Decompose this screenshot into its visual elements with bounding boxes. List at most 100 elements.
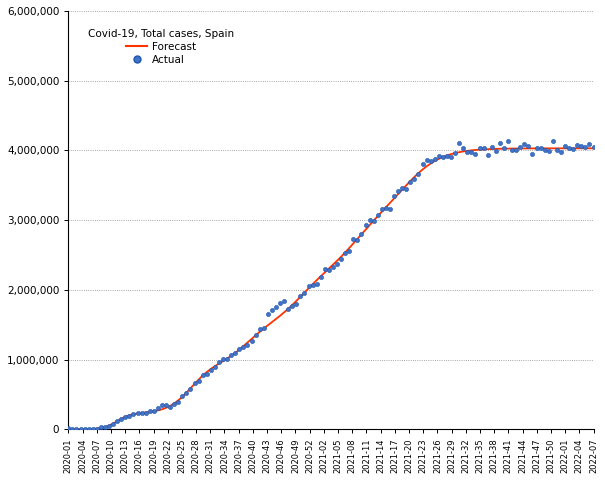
Point — [459, 144, 468, 152]
Point — [523, 142, 533, 150]
Point — [214, 358, 224, 366]
Point — [405, 178, 415, 186]
Point — [198, 371, 208, 379]
Point — [108, 420, 118, 428]
Point — [267, 306, 276, 314]
Point — [113, 417, 122, 425]
Point — [186, 385, 195, 393]
Point — [287, 301, 297, 309]
Point — [560, 142, 570, 149]
Point — [259, 324, 269, 332]
Point — [116, 415, 126, 423]
Point — [190, 379, 200, 387]
Point — [373, 211, 382, 219]
Point — [520, 140, 529, 148]
Point — [222, 355, 232, 363]
Point — [169, 400, 179, 408]
Point — [397, 184, 407, 192]
Point — [251, 331, 261, 338]
Point — [479, 144, 488, 152]
Point — [137, 409, 146, 417]
Point — [417, 161, 427, 168]
Point — [385, 205, 395, 213]
Point — [515, 144, 525, 151]
Point — [104, 422, 114, 430]
Point — [218, 355, 228, 363]
Point — [454, 139, 464, 146]
Point — [344, 247, 354, 255]
Point — [577, 143, 586, 150]
Point — [499, 144, 509, 152]
Point — [410, 175, 419, 183]
Point — [450, 149, 460, 157]
Point — [304, 282, 313, 289]
Point — [145, 407, 155, 415]
Point — [92, 425, 102, 433]
Point — [568, 145, 578, 153]
Point — [299, 289, 309, 297]
Point — [231, 349, 240, 357]
Point — [471, 150, 480, 157]
Point — [426, 157, 436, 165]
Point — [194, 377, 203, 384]
Point — [446, 153, 456, 161]
Point — [161, 401, 171, 408]
Point — [312, 281, 321, 288]
Point — [389, 192, 399, 200]
Point — [206, 366, 216, 373]
Point — [165, 403, 175, 410]
Point — [475, 144, 485, 152]
Point — [361, 221, 370, 229]
Point — [226, 351, 236, 359]
Point — [308, 281, 318, 289]
Point — [129, 410, 139, 418]
Point — [377, 205, 387, 213]
Point — [271, 303, 281, 311]
Point — [320, 264, 330, 272]
Point — [365, 216, 374, 224]
Point — [422, 156, 431, 164]
Point — [88, 425, 97, 432]
Point — [536, 144, 546, 152]
Point — [353, 236, 362, 243]
Point — [280, 298, 289, 305]
Point — [328, 263, 338, 271]
Point — [369, 217, 379, 225]
Point — [243, 341, 252, 348]
Point — [402, 185, 411, 192]
Point — [491, 147, 501, 155]
Point — [589, 143, 598, 151]
Point — [296, 292, 306, 300]
Point — [174, 398, 183, 406]
Point — [100, 423, 110, 431]
Point — [487, 143, 497, 151]
Point — [572, 141, 582, 149]
Point — [341, 250, 350, 257]
Point — [544, 147, 554, 155]
Point — [414, 170, 424, 178]
Point — [263, 310, 273, 317]
Point — [141, 409, 151, 417]
Point — [336, 256, 346, 264]
Point — [71, 425, 81, 433]
Point — [125, 412, 134, 420]
Point — [247, 337, 257, 345]
Point — [584, 141, 594, 148]
Point — [532, 144, 541, 151]
Point — [332, 260, 342, 268]
Point — [64, 424, 73, 432]
Point — [581, 143, 590, 151]
Point — [507, 146, 517, 154]
Point — [495, 139, 505, 146]
Point — [84, 425, 94, 433]
Point — [68, 425, 77, 433]
Point — [348, 235, 358, 243]
Point — [511, 146, 521, 154]
Point — [528, 150, 537, 157]
Point — [356, 230, 366, 238]
Point — [442, 152, 452, 159]
Point — [96, 423, 106, 431]
Point — [153, 404, 163, 411]
Point — [202, 370, 212, 378]
Point — [76, 425, 85, 433]
